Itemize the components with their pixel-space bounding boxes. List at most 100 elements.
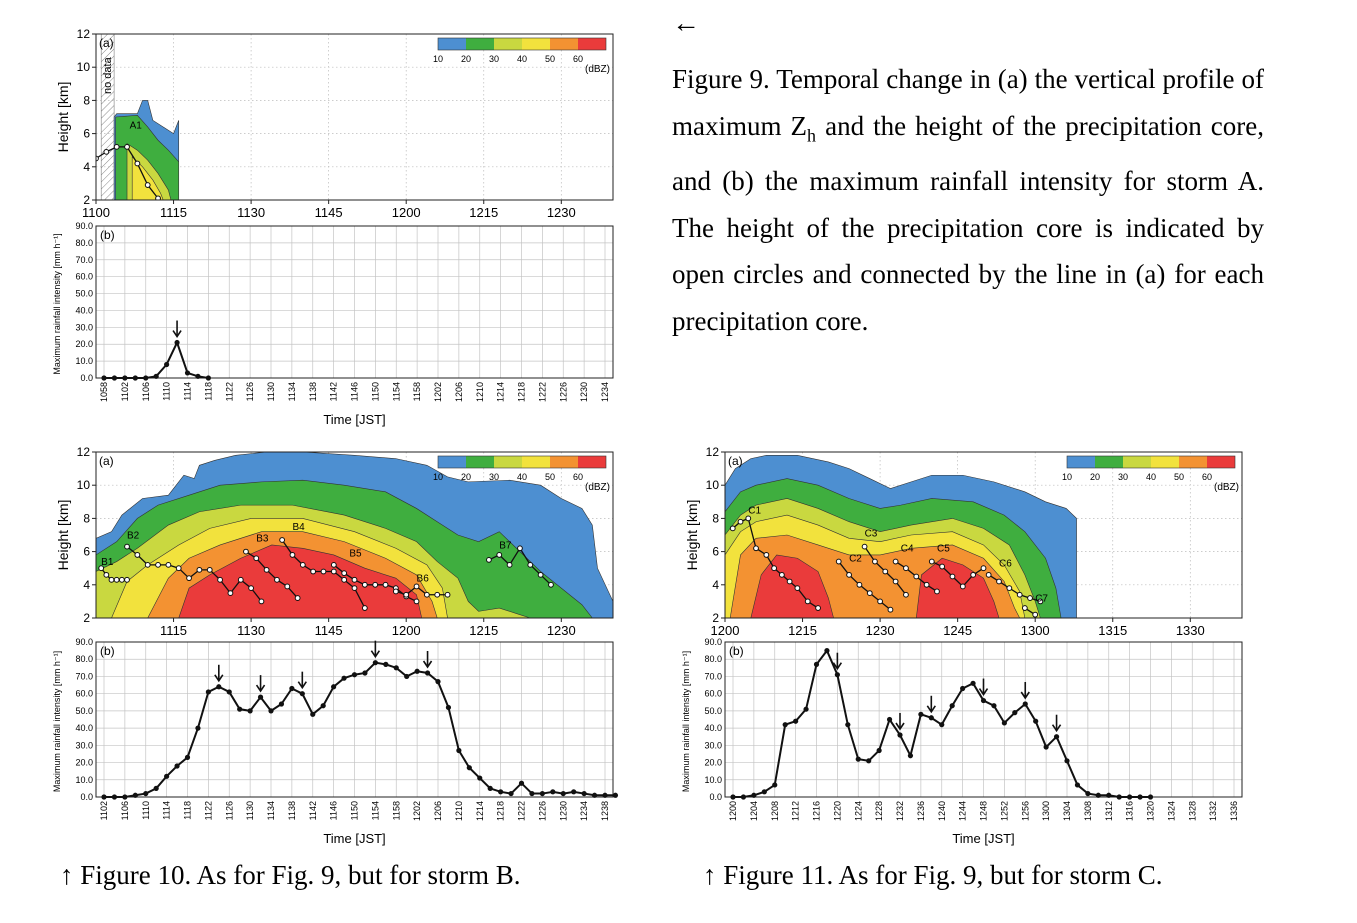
y-tick-label: 90.0 bbox=[75, 637, 93, 647]
rainfall-point bbox=[782, 722, 788, 728]
x-tick-label: 1222 bbox=[517, 801, 527, 821]
colorbar-unit: (dBZ) bbox=[585, 64, 610, 75]
core-label: C3 bbox=[865, 529, 878, 540]
rainfall-point bbox=[257, 694, 264, 700]
core-label: C7 bbox=[1035, 593, 1048, 604]
peak-arrow bbox=[926, 695, 936, 714]
rainfall-point bbox=[153, 785, 159, 791]
x-tick-label: 1214 bbox=[496, 382, 506, 402]
x-tick-label: 1226 bbox=[558, 382, 568, 402]
x-tick-label: 1230 bbox=[547, 205, 576, 220]
rainfall-point bbox=[518, 780, 525, 786]
core-point bbox=[877, 598, 883, 605]
colorbar-tick: 20 bbox=[1090, 472, 1100, 482]
y-tick-label: 4 bbox=[83, 160, 90, 174]
rainfall-point bbox=[550, 789, 556, 795]
rainfall-point bbox=[751, 792, 757, 798]
x-tick-label: 1330 bbox=[1176, 623, 1205, 638]
x-tick-label: 1230 bbox=[579, 382, 589, 402]
y-tick-label: 30.0 bbox=[75, 740, 93, 750]
x-tick-label: 1126 bbox=[245, 382, 255, 401]
panel-9a: no data A1 2 4 6 8 10 12 1100 1115 1130 1145 1200 121… bbox=[55, 27, 614, 220]
x-tick-label: 1204 bbox=[749, 801, 759, 821]
y-tick-label: 6 bbox=[712, 545, 719, 559]
rainfall-point bbox=[237, 706, 243, 712]
y-tick-label: 50.0 bbox=[704, 706, 722, 716]
colorbar-swatch bbox=[522, 38, 550, 50]
peak-arrow bbox=[895, 713, 905, 731]
panel-label: (a) bbox=[99, 36, 114, 50]
core-label: C1 bbox=[748, 505, 761, 516]
rainfall-point bbox=[761, 789, 767, 795]
x-tick-label: 1142 bbox=[308, 801, 318, 820]
rainfall-point bbox=[164, 361, 170, 368]
rainfall-point bbox=[1064, 758, 1070, 764]
y-tick-label: 0.0 bbox=[80, 373, 93, 383]
x-tick-label: 1332 bbox=[1208, 801, 1218, 821]
plot-frame bbox=[95, 225, 614, 379]
core-point bbox=[496, 552, 503, 558]
rainfall-point bbox=[111, 375, 118, 381]
plot-frame bbox=[95, 451, 614, 619]
core-point bbox=[330, 568, 337, 575]
x-tick-label: 1206 bbox=[433, 801, 443, 821]
x-tick-label: 1130 bbox=[237, 623, 265, 638]
x-tick-label: 1200 bbox=[392, 623, 421, 638]
back-arrow[interactable]: ← bbox=[672, 8, 700, 39]
colorbar-tick: 60 bbox=[1202, 472, 1212, 482]
rainfall-point bbox=[487, 785, 493, 791]
no-data-label: no data bbox=[102, 56, 114, 94]
x-tick-label: 1214 bbox=[475, 801, 485, 821]
panel-10b: 0.0 10.0 20.0 30.0 40.0 50.0 60.0 70.0 80.0 90.0 1… bbox=[52, 637, 619, 846]
core-point bbox=[506, 561, 513, 568]
core-point bbox=[434, 591, 441, 598]
core-point bbox=[289, 552, 296, 558]
core-point bbox=[134, 160, 141, 167]
x-tick-label: 1226 bbox=[537, 801, 547, 821]
colorbar-tick: 10 bbox=[433, 54, 443, 64]
core-point bbox=[330, 561, 337, 568]
core-point bbox=[186, 575, 192, 582]
x-tick-label: 1300 bbox=[1041, 801, 1051, 821]
x-tick-label: 1118 bbox=[183, 801, 193, 820]
core-point bbox=[866, 590, 873, 596]
x-tick-label: 1145 bbox=[315, 623, 343, 638]
rainfall-point bbox=[351, 672, 358, 678]
y-tick-label: 10.0 bbox=[75, 775, 93, 785]
figure-9-caption: Figure 9. Temporal change in (a) the ver… bbox=[672, 56, 1264, 344]
x-tick-label: 1316 bbox=[1125, 801, 1135, 821]
x-tick-label: 1248 bbox=[979, 801, 989, 821]
peak-arrow-head bbox=[895, 722, 905, 731]
y-tick-label: 90.0 bbox=[704, 637, 722, 647]
core-point bbox=[165, 561, 172, 568]
rainfall-point bbox=[111, 794, 118, 800]
rainfall-point bbox=[960, 685, 966, 692]
figure-9-caption-part1: Figure 9. Temporal change in (a) the ver… bbox=[672, 64, 1264, 141]
y-tick-label: 6 bbox=[83, 545, 90, 559]
core-point bbox=[253, 555, 260, 562]
x-tick-label: 1134 bbox=[266, 801, 276, 820]
x-tick-label: 1234 bbox=[600, 382, 610, 402]
rainfall-point bbox=[174, 763, 180, 769]
panel-label: (a) bbox=[99, 454, 114, 468]
y-tick-label: 40.0 bbox=[704, 723, 722, 733]
x-axis-label: Time [JST] bbox=[323, 831, 385, 846]
x-tick-label: 1134 bbox=[287, 382, 297, 401]
peak-arrow bbox=[1051, 714, 1062, 733]
rainfall-point bbox=[581, 790, 587, 797]
peak-arrow bbox=[832, 652, 843, 671]
peak-arrow bbox=[978, 678, 989, 696]
rainfall-point bbox=[362, 670, 368, 676]
rainfall-point bbox=[886, 716, 893, 723]
core-point bbox=[856, 581, 863, 588]
panel-10a: B1 B2 B3 B4 B5 B6 B7 2 4 6 8 10 12 1115 1130 1145 1200 12… bbox=[55, 445, 614, 638]
core-point bbox=[258, 598, 265, 605]
rainfall-point bbox=[341, 675, 347, 681]
y-tick-label: 10.0 bbox=[75, 356, 93, 366]
core-point bbox=[928, 558, 935, 565]
rainfall-point bbox=[404, 673, 410, 680]
y-axis-label: Height [km] bbox=[55, 82, 71, 153]
peak-arrow bbox=[370, 640, 381, 659]
x-tick-label: 1100 bbox=[82, 205, 110, 220]
y-tick-label: 20.0 bbox=[75, 339, 93, 349]
